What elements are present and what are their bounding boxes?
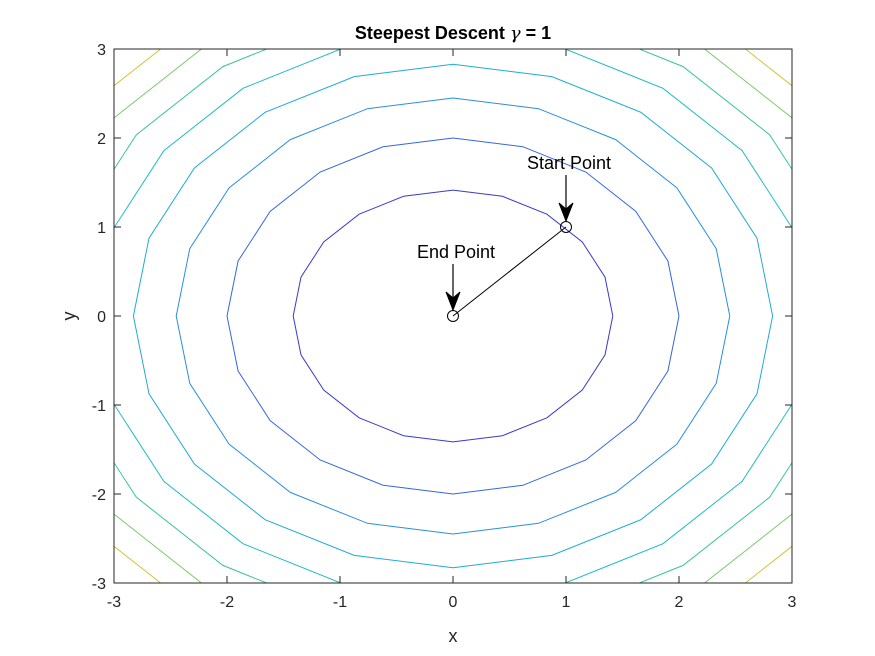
contour-level-4	[226, 137, 680, 495]
contour-level-10	[114, 49, 792, 583]
y-tick-label-6: 3	[97, 42, 106, 59]
annotation-label-1: End Point	[417, 242, 495, 262]
x-tick-label-4: 1	[562, 594, 571, 611]
y-tick-label-5: 2	[97, 131, 106, 148]
title-gamma-symbol: γ	[510, 23, 521, 44]
y-tick-label-3: 0	[97, 309, 106, 326]
x-tick-label-3: 0	[449, 594, 458, 611]
y-tick-label-4: 1	[97, 220, 106, 237]
y-tick-label-0: -3	[92, 576, 106, 593]
contour-level-12	[114, 49, 792, 583]
annotation-arrow-head-1	[445, 291, 461, 312]
y-tick-label-1: -2	[92, 487, 106, 504]
axis-ticks: -3 -2 -1 0 1 2 3 -3 -2 -1 0 1 2 3	[92, 42, 797, 611]
contour-level-6	[175, 97, 731, 535]
annotation-arrow-head-0	[558, 202, 574, 223]
x-tick-label-1: -2	[220, 594, 234, 611]
x-tick-label-0: -3	[107, 594, 121, 611]
contour-level-8	[132, 63, 774, 569]
x-tick-label-6: 3	[788, 594, 797, 611]
chart-title: Steepest Descent γ = 1	[355, 23, 551, 44]
x-axis-label: x	[449, 626, 458, 646]
x-tick-label-2: -1	[333, 594, 347, 611]
y-axis-label: y	[59, 312, 79, 321]
descent-path-line	[452, 226, 567, 317]
x-tick-label-5: 2	[675, 594, 684, 611]
descent-path-layer: Start Point End Point	[417, 153, 611, 322]
contour-level-2	[292, 189, 614, 443]
annotation-label-0: Start Point	[527, 153, 611, 173]
y-tick-label-2: -1	[92, 398, 106, 415]
